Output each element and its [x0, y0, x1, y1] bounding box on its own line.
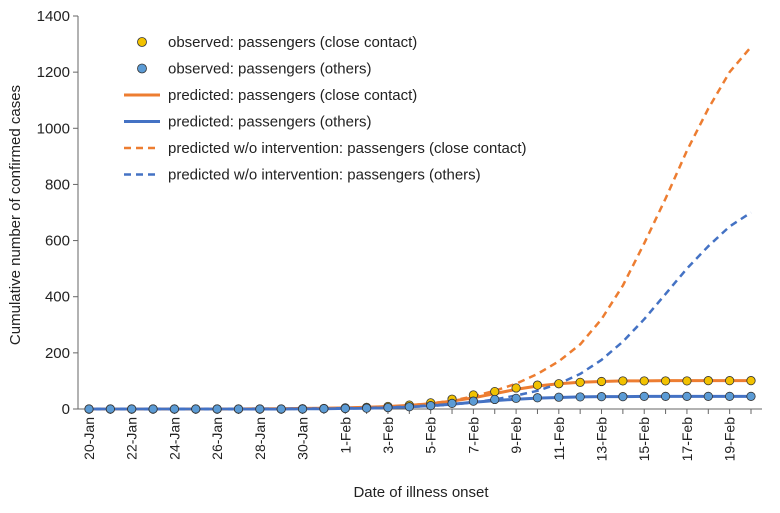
data-point: [532, 393, 543, 403]
data-point: [169, 404, 180, 414]
data-point: [340, 403, 350, 414]
x-tick-label: 15-Feb: [636, 417, 652, 462]
x-tick-label: 3-Feb: [380, 417, 396, 454]
data-point: [297, 404, 308, 414]
legend-item: predicted w/o intervention: passengers (…: [124, 167, 481, 184]
data-point: [554, 392, 564, 402]
data-point: [746, 376, 756, 386]
data-point: [682, 376, 692, 386]
data-point: [725, 376, 735, 386]
data-point: [660, 376, 671, 386]
data-point: [511, 393, 521, 403]
data-point: [233, 404, 244, 414]
legend-item: observed: passengers (close contact): [137, 34, 417, 51]
y-tick-label: 400: [45, 289, 70, 306]
legend-item: predicted w/o intervention: passengers (…: [124, 140, 527, 157]
data-point: [703, 376, 713, 386]
data-point: [682, 391, 692, 401]
data-point: [596, 376, 607, 387]
data-point: [746, 391, 756, 401]
data-point: [639, 391, 649, 401]
data-point: [84, 404, 94, 414]
x-tick-label: 13-Feb: [594, 417, 610, 462]
x-axis-label: Date of illness onset: [353, 484, 489, 501]
data-point: [725, 391, 735, 401]
x-tick-label: 5-Feb: [423, 417, 439, 454]
data-point: [105, 404, 115, 414]
y-tick-label: 600: [45, 233, 70, 250]
legend-item: predicted: passengers (close contact): [124, 87, 417, 104]
y-tick-label: 800: [45, 176, 70, 193]
y-axis-label: Cumulative number of confirmed cases: [7, 85, 24, 345]
data-point: [532, 380, 543, 390]
series-line: [87, 394, 753, 411]
data-point: [276, 404, 286, 414]
data-point: [148, 404, 158, 414]
series-2: [84, 391, 756, 414]
data-point: [255, 404, 265, 414]
x-tick-label: 24-Jan: [166, 417, 182, 460]
data-point: [618, 392, 628, 402]
legend-label: predicted: passengers (close contact): [168, 87, 417, 104]
data-point: [639, 376, 649, 386]
data-point: [596, 392, 607, 402]
legend-marker: [137, 63, 147, 74]
legend-label: predicted w/o intervention: passengers (…: [168, 140, 527, 157]
data-point: [468, 396, 478, 406]
legend-label: observed: passengers (others): [168, 61, 371, 78]
x-tick-label: 19-Feb: [722, 417, 738, 462]
x-tick-label: 20-Jan: [81, 417, 97, 460]
y-tick-label: 0: [62, 401, 70, 418]
data-point: [212, 404, 222, 414]
y-tick-label: 1000: [37, 120, 70, 137]
x-tick-label: 1-Feb: [337, 417, 353, 454]
y-axis-ticks: 0 200 400 600 800 1000 1200 1400: [37, 8, 78, 418]
legend-item: predicted: passengers (others): [124, 114, 371, 131]
data-point: [404, 402, 414, 412]
x-tick-label: 17-Feb: [679, 417, 695, 462]
data-point: [703, 391, 713, 401]
data-point: [319, 404, 329, 414]
data-point: [362, 403, 372, 413]
data-point: [575, 392, 585, 402]
data-point: [426, 401, 436, 411]
y-tick-label: 1400: [37, 8, 70, 25]
x-tick-label: 28-Jan: [252, 417, 268, 460]
legend-marker: [137, 37, 147, 47]
data-point: [511, 383, 521, 393]
y-tick-label: 1200: [37, 64, 70, 81]
x-tick-label: 9-Feb: [508, 417, 524, 454]
y-tick-label: 200: [45, 345, 70, 362]
x-tick-label: 11-Feb: [551, 417, 567, 461]
x-tick-label: 26-Jan: [209, 417, 225, 460]
series-4: [87, 394, 753, 411]
x-tick-label: 22-Jan: [124, 417, 140, 460]
legend-label: predicted w/o intervention: passengers (…: [168, 167, 481, 184]
data-point: [490, 386, 500, 397]
data-point: [660, 391, 671, 401]
data-point: [618, 376, 628, 386]
x-tick-label: 7-Feb: [465, 417, 481, 454]
data-point: [575, 377, 585, 387]
x-axis-ticks: 20-Jan 22-Jan 24-Jan 26-Jan 28-Jan 30-Jan 1-Fe…: [81, 409, 752, 462]
legend-item: observed: passengers (others): [137, 61, 371, 78]
legend-label: observed: passengers (close contact): [168, 34, 417, 51]
data-point: [191, 404, 201, 414]
data-point: [447, 398, 457, 408]
data-point: [554, 379, 564, 389]
legend: observed: passengers (close contact) obse…: [124, 34, 527, 184]
series-layer: [84, 46, 756, 414]
data-point: [490, 394, 500, 405]
legend-label: predicted: passengers (others): [168, 114, 371, 131]
data-point: [383, 402, 393, 413]
x-tick-label: 30-Jan: [295, 417, 311, 460]
data-point: [127, 404, 137, 414]
